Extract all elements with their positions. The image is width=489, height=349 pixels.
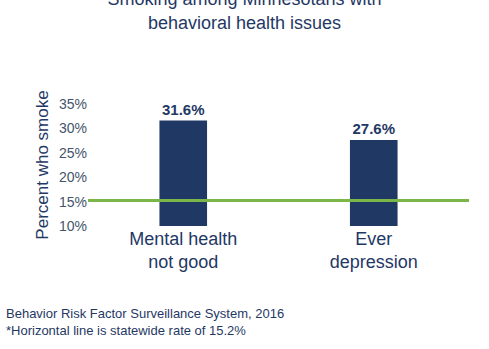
svg-text:Behavior Risk Factor Surveilla: Behavior Risk Factor Surveillance System… xyxy=(6,306,284,338)
svg-text:25%: 25% xyxy=(59,145,87,161)
svg-text:10%: 10% xyxy=(59,218,87,234)
svg-text:Percent who smoke: Percent who smoke xyxy=(33,90,52,239)
svg-text:30%: 30% xyxy=(59,120,87,136)
svg-text:Mental healthnot good: Mental healthnot good xyxy=(129,229,237,272)
svg-text:Everdepression: Everdepression xyxy=(330,229,418,272)
svg-text:20%: 20% xyxy=(59,169,87,185)
svg-text:15%: 15% xyxy=(59,194,87,210)
svg-text:31.6%: 31.6% xyxy=(162,101,205,118)
svg-text:27.6%: 27.6% xyxy=(352,120,395,137)
svg-text:35%: 35% xyxy=(59,96,87,112)
svg-text:Smoking among Minnesotans with: Smoking among Minnesotans withbehavioral… xyxy=(107,0,381,33)
